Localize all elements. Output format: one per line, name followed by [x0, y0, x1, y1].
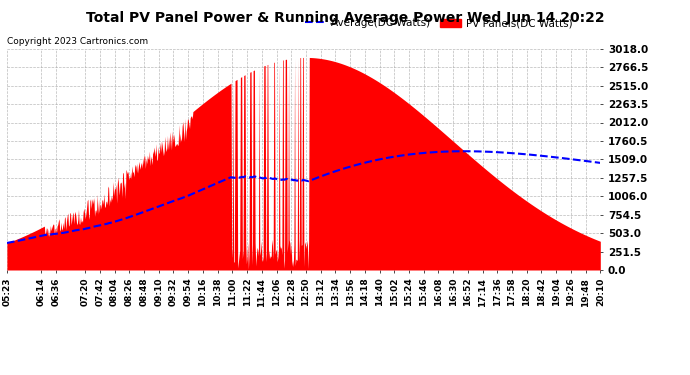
Legend: Average(DC Watts), PV Panels(DC Watts): Average(DC Watts), PV Panels(DC Watts): [301, 14, 578, 33]
Text: Copyright 2023 Cartronics.com: Copyright 2023 Cartronics.com: [7, 38, 148, 46]
Text: Total PV Panel Power & Running Average Power Wed Jun 14 20:22: Total PV Panel Power & Running Average P…: [86, 11, 604, 25]
